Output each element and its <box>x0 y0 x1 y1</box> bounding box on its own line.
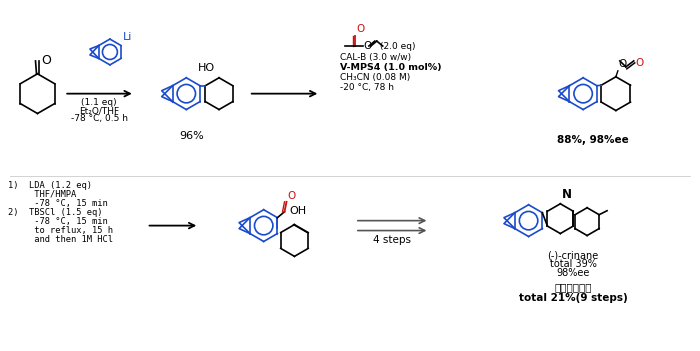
Text: O: O <box>363 41 371 51</box>
Text: HO: HO <box>198 63 215 73</box>
Text: O: O <box>636 58 644 68</box>
Text: CH₃CN (0.08 M): CH₃CN (0.08 M) <box>340 73 410 82</box>
Text: O: O <box>619 59 627 69</box>
Text: THF/HMPA: THF/HMPA <box>8 190 76 199</box>
Text: N: N <box>562 188 573 201</box>
Text: 1)  LDA (1.2 eq): 1) LDA (1.2 eq) <box>8 181 92 190</box>
Text: 2)  TBSCl (1.5 eq): 2) TBSCl (1.5 eq) <box>8 208 102 217</box>
Text: 4 steps: 4 steps <box>372 234 411 245</box>
Text: total 21%(9 steps): total 21%(9 steps) <box>519 293 628 303</box>
Text: 外消旋体合成: 外消旋体合成 <box>554 282 592 292</box>
Text: V-MPS4 (1.0 mol%): V-MPS4 (1.0 mol%) <box>340 64 442 72</box>
Text: Li: Li <box>123 32 132 41</box>
Text: -78 °C, 15 min: -78 °C, 15 min <box>8 199 108 208</box>
Text: -78 °C, 15 min: -78 °C, 15 min <box>8 217 108 226</box>
Text: 98%ee: 98%ee <box>556 268 590 278</box>
Text: O: O <box>356 24 364 34</box>
Text: (-)-crinane: (-)-crinane <box>547 250 598 260</box>
Text: (2.0 eq): (2.0 eq) <box>380 41 415 51</box>
Text: O: O <box>288 191 295 201</box>
Text: (1.1 eq): (1.1 eq) <box>81 98 117 107</box>
Text: total 39%: total 39% <box>550 259 596 269</box>
Text: 88%, 98%ee: 88%, 98%ee <box>557 135 629 145</box>
Text: CAL-B (3.0 w/w): CAL-B (3.0 w/w) <box>340 53 411 62</box>
Text: to reflux, 15 h: to reflux, 15 h <box>8 226 113 234</box>
Text: OH: OH <box>290 206 307 216</box>
Text: O: O <box>41 54 51 67</box>
Text: and then 1M HCl: and then 1M HCl <box>8 234 113 244</box>
Text: -20 °C, 78 h: -20 °C, 78 h <box>340 83 394 92</box>
Text: Et₂O/THF: Et₂O/THF <box>79 107 119 115</box>
Text: 96%: 96% <box>179 131 204 141</box>
Text: -78 °C, 0.5 h: -78 °C, 0.5 h <box>71 114 127 124</box>
